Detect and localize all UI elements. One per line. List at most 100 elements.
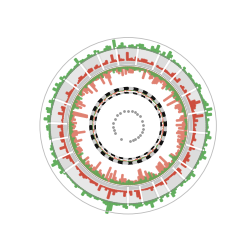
Wedge shape (95, 140, 96, 141)
Wedge shape (110, 70, 112, 72)
Wedge shape (52, 162, 59, 167)
Wedge shape (123, 204, 125, 207)
Wedge shape (97, 52, 99, 54)
Wedge shape (176, 133, 186, 136)
Wedge shape (69, 124, 73, 126)
Wedge shape (95, 118, 98, 122)
Wedge shape (144, 98, 148, 101)
Wedge shape (71, 138, 76, 140)
Wedge shape (166, 169, 168, 170)
Wedge shape (105, 98, 106, 99)
Wedge shape (158, 107, 159, 108)
Wedge shape (98, 175, 100, 177)
Wedge shape (184, 158, 189, 162)
Wedge shape (143, 60, 145, 63)
Wedge shape (112, 171, 116, 183)
Wedge shape (65, 104, 66, 106)
Wedge shape (148, 50, 150, 51)
Wedge shape (133, 88, 138, 91)
Wedge shape (96, 134, 99, 139)
Wedge shape (196, 164, 197, 166)
Wedge shape (157, 114, 160, 118)
Wedge shape (181, 116, 186, 118)
Wedge shape (74, 147, 77, 149)
Wedge shape (149, 73, 153, 80)
Wedge shape (96, 108, 97, 109)
Wedge shape (115, 182, 117, 184)
Wedge shape (152, 75, 158, 84)
Wedge shape (62, 130, 63, 132)
Wedge shape (176, 170, 182, 175)
Wedge shape (172, 160, 175, 162)
Wedge shape (118, 159, 120, 161)
Wedge shape (62, 110, 65, 112)
Wedge shape (110, 181, 112, 182)
Wedge shape (152, 178, 168, 198)
Wedge shape (84, 60, 86, 62)
Wedge shape (176, 97, 180, 100)
Wedge shape (61, 124, 62, 126)
Wedge shape (103, 178, 104, 180)
Wedge shape (141, 60, 143, 62)
Wedge shape (69, 158, 71, 160)
Wedge shape (164, 164, 170, 169)
Wedge shape (144, 189, 146, 190)
Wedge shape (194, 131, 196, 132)
Wedge shape (124, 88, 128, 90)
Wedge shape (134, 68, 136, 71)
Wedge shape (176, 64, 179, 66)
Wedge shape (83, 88, 88, 92)
Wedge shape (96, 109, 97, 110)
Wedge shape (74, 103, 78, 106)
Wedge shape (130, 204, 132, 205)
Wedge shape (58, 113, 64, 116)
Wedge shape (185, 132, 186, 134)
Wedge shape (140, 190, 142, 191)
Wedge shape (186, 73, 187, 75)
Wedge shape (112, 180, 114, 183)
Wedge shape (77, 168, 78, 170)
Wedge shape (90, 180, 92, 183)
Wedge shape (86, 85, 87, 86)
Wedge shape (151, 96, 155, 100)
Wedge shape (84, 86, 93, 94)
Wedge shape (178, 136, 186, 139)
Wedge shape (116, 159, 117, 160)
Wedge shape (158, 144, 159, 146)
Wedge shape (150, 173, 154, 179)
Wedge shape (127, 68, 128, 70)
Wedge shape (154, 74, 156, 77)
Wedge shape (194, 84, 198, 87)
Wedge shape (72, 106, 74, 108)
Wedge shape (166, 83, 168, 84)
Wedge shape (120, 68, 121, 72)
Wedge shape (58, 152, 78, 171)
Wedge shape (132, 90, 133, 91)
Wedge shape (102, 186, 104, 187)
Wedge shape (158, 52, 160, 55)
Wedge shape (100, 102, 102, 104)
Wedge shape (76, 154, 77, 156)
Wedge shape (165, 180, 167, 181)
Wedge shape (124, 93, 128, 95)
Wedge shape (55, 157, 57, 159)
Wedge shape (60, 132, 63, 134)
Wedge shape (117, 160, 118, 161)
Wedge shape (111, 94, 112, 95)
Wedge shape (92, 124, 93, 125)
Wedge shape (79, 172, 83, 176)
Wedge shape (162, 69, 164, 71)
Wedge shape (182, 68, 186, 71)
Wedge shape (66, 92, 71, 96)
Wedge shape (134, 182, 135, 184)
Wedge shape (128, 180, 129, 185)
Wedge shape (154, 149, 158, 153)
Wedge shape (74, 101, 77, 103)
Wedge shape (180, 152, 181, 153)
Wedge shape (44, 118, 50, 121)
Wedge shape (181, 150, 182, 151)
Wedge shape (164, 57, 166, 58)
Wedge shape (122, 60, 124, 61)
Wedge shape (94, 182, 96, 184)
Wedge shape (120, 161, 121, 162)
